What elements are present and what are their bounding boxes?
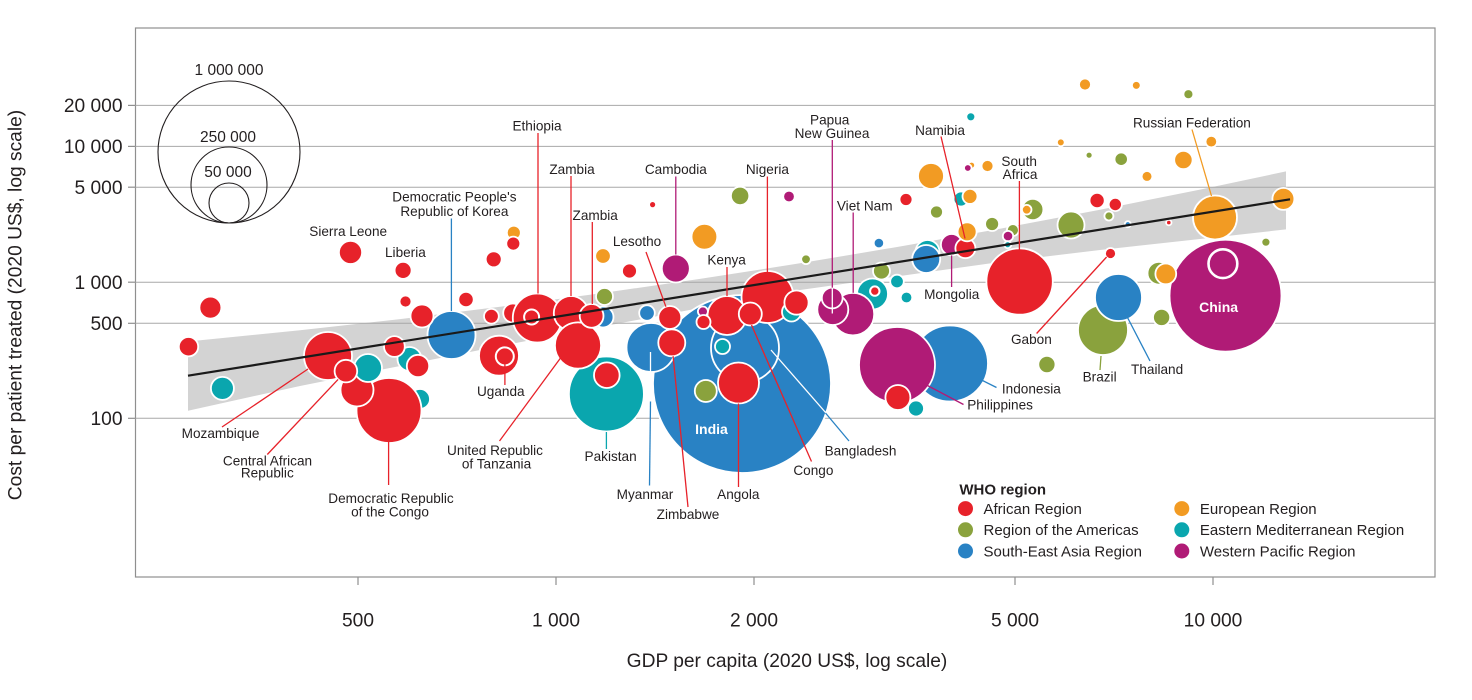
- svg-text:Philippines: Philippines: [967, 398, 1033, 413]
- svg-text:2 000: 2 000: [730, 611, 778, 632]
- svg-text:South: South: [1001, 154, 1037, 169]
- svg-text:Pakistan: Pakistan: [585, 449, 637, 464]
- svg-text:African Region: African Region: [984, 501, 1082, 518]
- svg-text:1 000: 1 000: [532, 611, 580, 632]
- svg-text:Viet Nam: Viet Nam: [837, 199, 893, 214]
- svg-text:Region of the Americas: Region of the Americas: [984, 522, 1139, 539]
- svg-text:Democratic People's: Democratic People's: [392, 190, 516, 205]
- svg-text:of the Congo: of the Congo: [351, 505, 429, 520]
- svg-text:Republic: Republic: [241, 466, 294, 481]
- svg-text:Mongolia: Mongolia: [924, 287, 980, 302]
- svg-text:Africa: Africa: [1003, 167, 1038, 182]
- svg-text:Gabon: Gabon: [1011, 332, 1052, 347]
- svg-text:Angola: Angola: [717, 487, 760, 502]
- svg-text:250 000: 250 000: [200, 129, 256, 146]
- svg-text:1 000: 1 000: [74, 273, 122, 294]
- svg-text:Thailand: Thailand: [1131, 362, 1183, 377]
- svg-text:100: 100: [90, 409, 122, 430]
- svg-text:500: 500: [90, 314, 122, 335]
- svg-text:WHO region: WHO region: [959, 482, 1046, 499]
- svg-text:Lesotho: Lesotho: [613, 234, 661, 249]
- svg-text:Western Pacific Region: Western Pacific Region: [1200, 543, 1356, 560]
- svg-text:1 000 000: 1 000 000: [195, 62, 264, 79]
- svg-text:50 000: 50 000: [204, 164, 252, 181]
- svg-text:Brazil: Brazil: [1083, 370, 1117, 385]
- svg-text:Kenya: Kenya: [707, 253, 746, 268]
- svg-text:Liberia: Liberia: [385, 245, 426, 260]
- svg-text:Republic of Korea: Republic of Korea: [400, 204, 508, 219]
- svg-text:10 000: 10 000: [64, 137, 123, 158]
- svg-text:Zimbabwe: Zimbabwe: [657, 507, 720, 522]
- svg-text:GDP per capita (2020 US$, log: GDP per capita (2020 US$, log scale): [627, 651, 948, 672]
- svg-text:Democratic Republic: Democratic Republic: [328, 491, 454, 506]
- svg-text:500: 500: [342, 611, 374, 632]
- svg-text:10 000: 10 000: [1184, 611, 1243, 632]
- svg-text:Russian Federation: Russian Federation: [1133, 115, 1251, 130]
- svg-text:Central African: Central African: [223, 454, 312, 469]
- svg-text:Eastern Mediterranean Region: Eastern Mediterranean Region: [1200, 522, 1404, 539]
- svg-text:Namibia: Namibia: [915, 123, 965, 138]
- svg-text:Zambia: Zambia: [549, 162, 595, 177]
- svg-text:Congo: Congo: [793, 463, 833, 478]
- svg-text:Uganda: Uganda: [477, 384, 525, 399]
- svg-text:Myanmar: Myanmar: [617, 487, 674, 502]
- svg-text:China: China: [1199, 299, 1238, 315]
- svg-text:European Region: European Region: [1200, 501, 1317, 518]
- svg-text:Bangladesh: Bangladesh: [825, 443, 897, 458]
- svg-text:New Guinea: New Guinea: [795, 126, 870, 141]
- svg-text:5 000: 5 000: [74, 178, 122, 199]
- svg-text:Sierra Leone: Sierra Leone: [309, 224, 387, 239]
- svg-text:United Republic: United Republic: [447, 443, 543, 458]
- svg-text:Cambodia: Cambodia: [645, 162, 707, 177]
- svg-text:20 000: 20 000: [64, 96, 123, 117]
- svg-text:of Tanzania: of Tanzania: [462, 456, 532, 471]
- svg-text:Papua: Papua: [810, 113, 850, 128]
- svg-text:South-East Asia Region: South-East Asia Region: [984, 543, 1142, 560]
- svg-text:India: India: [695, 421, 728, 437]
- svg-text:Zambia: Zambia: [573, 208, 619, 223]
- svg-text:Ethiopia: Ethiopia: [512, 119, 562, 134]
- svg-text:Indonesia: Indonesia: [1002, 382, 1061, 397]
- svg-text:Nigeria: Nigeria: [746, 162, 790, 177]
- svg-text:Cost per patient treated (2020: Cost per patient treated (2020 US$, log …: [6, 110, 27, 500]
- svg-text:5 000: 5 000: [991, 611, 1039, 632]
- svg-text:Mozambique: Mozambique: [182, 426, 260, 441]
